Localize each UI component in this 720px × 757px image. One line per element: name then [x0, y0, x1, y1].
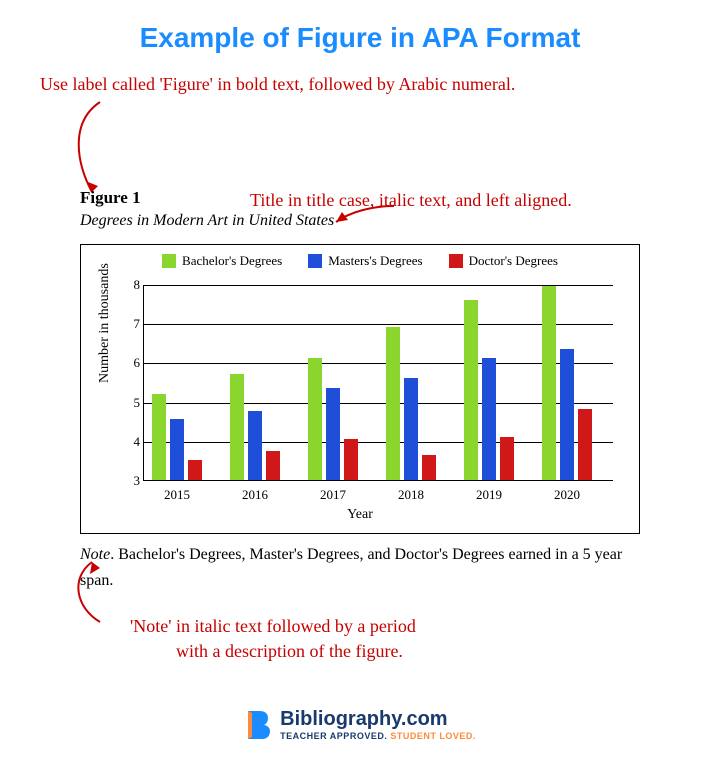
x-tick-label: 2019: [469, 487, 509, 503]
x-tick-label: 2018: [391, 487, 431, 503]
bar: [188, 460, 202, 480]
annotation-note-line2: with a description of the figure.: [130, 639, 650, 664]
annotation-note: 'Note' in italic text followed by a peri…: [130, 614, 650, 664]
legend-label: Doctor's Degrees: [469, 253, 558, 269]
plot-area: 345678201520162017201820192020: [143, 285, 613, 481]
bar: [542, 286, 556, 480]
bar: [560, 349, 574, 480]
y-axis-label: Number in thousands: [97, 263, 113, 383]
y-tick-label: 5: [122, 395, 140, 411]
bar: [230, 374, 244, 480]
y-tick-label: 6: [122, 355, 140, 371]
figure-title: Degrees in Modern Art in United States: [80, 212, 640, 230]
legend-swatch: [162, 254, 176, 268]
x-tick-label: 2017: [313, 487, 353, 503]
bar: [422, 455, 436, 480]
bar: [500, 437, 514, 480]
footer-tag-a: TEACHER APPROVED.: [280, 731, 390, 741]
bar: [326, 388, 340, 480]
legend-swatch: [449, 254, 463, 268]
bar: [386, 327, 400, 480]
x-tick-label: 2016: [235, 487, 275, 503]
footer: Bibliography.com TEACHER APPROVED. STUDE…: [0, 708, 720, 741]
chart-legend: Bachelor's Degrees Masters's Degrees Docto…: [81, 253, 639, 269]
x-tick-label: 2020: [547, 487, 587, 503]
bar: [170, 419, 184, 480]
x-tick-label: 2015: [157, 487, 197, 503]
bar: [464, 300, 478, 480]
bar: [266, 451, 280, 480]
footer-brand: Bibliography.com: [280, 708, 476, 731]
x-axis-label: Year: [81, 507, 639, 523]
bar: [482, 358, 496, 480]
bar: [308, 358, 322, 480]
legend-item: Doctor's Degrees: [449, 253, 558, 269]
footer-tag-b: STUDENT LOVED.: [390, 731, 476, 741]
y-tick-label: 4: [122, 434, 140, 450]
chart-container: Bachelor's Degrees Masters's Degrees Docto…: [80, 244, 640, 534]
annotation-note-line1: 'Note' in italic text followed by a peri…: [130, 616, 416, 636]
bar: [248, 411, 262, 480]
bar: [152, 394, 166, 480]
y-tick-label: 8: [122, 277, 140, 293]
footer-tagline: TEACHER APPROVED. STUDENT LOVED.: [280, 731, 476, 741]
legend-label: Bachelor's Degrees: [182, 253, 282, 269]
arrow-to-note: [60, 558, 120, 628]
page-title: Example of Figure in APA Format: [0, 0, 720, 54]
bar: [404, 378, 418, 480]
figure-label: Figure 1: [80, 188, 640, 208]
legend-label: Masters's Degrees: [328, 253, 422, 269]
note-rest: . Bachelor's Degrees, Master's Degrees, …: [80, 546, 622, 589]
annotation-figure-label: Use label called 'Figure' in bold text, …: [40, 72, 680, 97]
arrow-to-figure-label: [52, 96, 128, 202]
legend-swatch: [308, 254, 322, 268]
figure-note: Note. Bachelor's Degrees, Master's Degre…: [80, 542, 640, 593]
bar: [344, 439, 358, 480]
figure-block: Figure 1 Degrees in Modern Art in United…: [80, 188, 640, 593]
legend-item: Bachelor's Degrees: [162, 253, 282, 269]
legend-item: Masters's Degrees: [308, 253, 422, 269]
footer-text: Bibliography.com TEACHER APPROVED. STUDE…: [280, 708, 476, 741]
y-tick-label: 3: [122, 473, 140, 489]
y-tick-label: 7: [122, 316, 140, 332]
logo-icon: [244, 709, 272, 741]
bar: [578, 409, 592, 480]
